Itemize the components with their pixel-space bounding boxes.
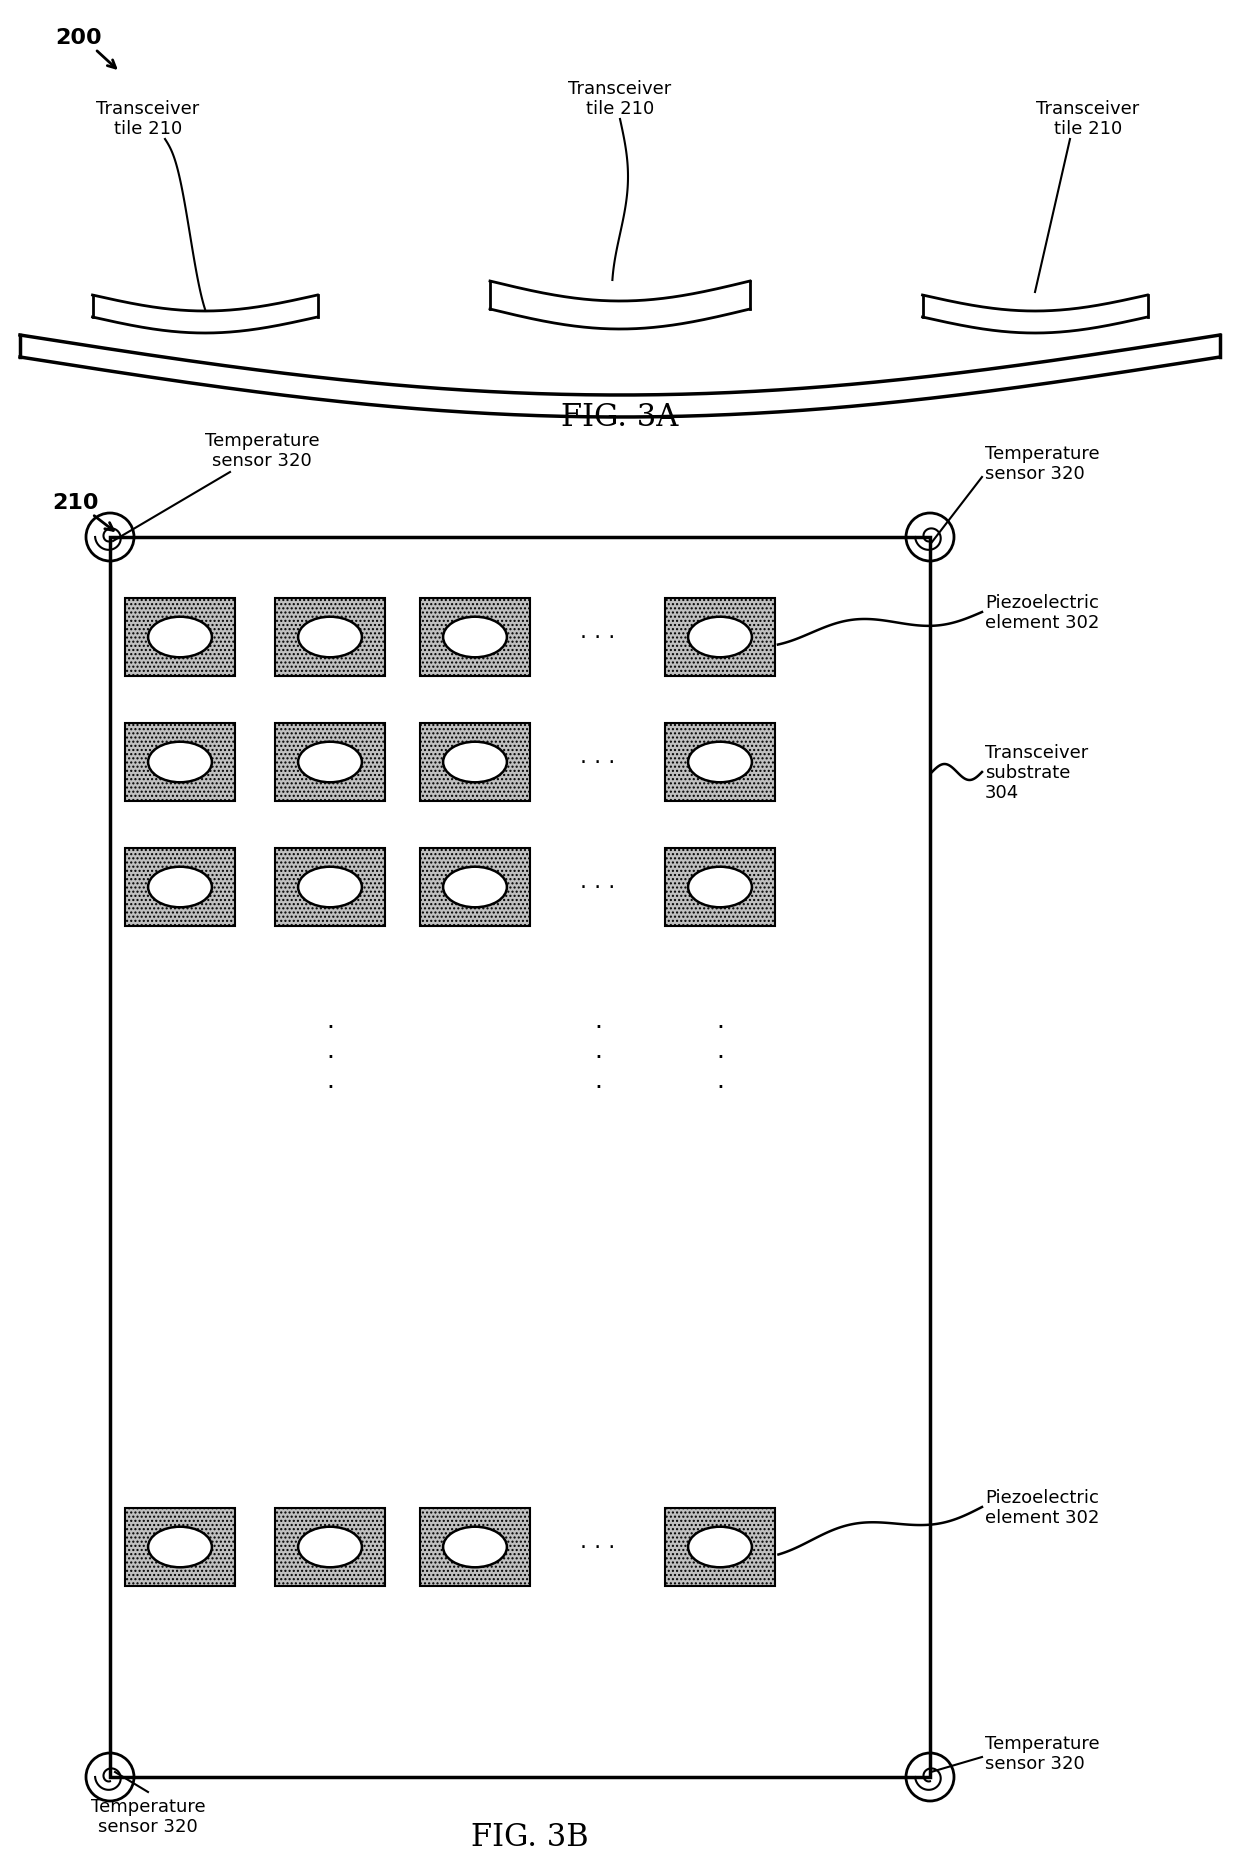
Text: tile 210: tile 210 <box>585 100 655 119</box>
Bar <box>125 598 236 676</box>
Ellipse shape <box>148 867 212 908</box>
Ellipse shape <box>298 617 362 657</box>
Bar <box>420 598 529 676</box>
Ellipse shape <box>148 743 212 784</box>
Ellipse shape <box>443 743 507 784</box>
Text: sensor 320: sensor 320 <box>985 1755 1085 1772</box>
Text: ·: · <box>715 1075 724 1099</box>
Text: Temperature: Temperature <box>91 1798 206 1814</box>
Text: Piezoelectric: Piezoelectric <box>985 1487 1099 1506</box>
Text: Temperature: Temperature <box>985 1734 1100 1751</box>
Text: · · ·: · · · <box>580 1538 615 1558</box>
Text: tile 210: tile 210 <box>114 121 182 137</box>
Bar <box>125 1508 236 1586</box>
Text: Temperature: Temperature <box>985 446 1100 462</box>
Text: sensor 320: sensor 320 <box>98 1816 198 1835</box>
Text: tile 210: tile 210 <box>1054 121 1122 137</box>
Text: sensor 320: sensor 320 <box>985 464 1085 483</box>
Ellipse shape <box>688 743 751 784</box>
Bar <box>665 724 775 802</box>
Ellipse shape <box>298 1526 362 1567</box>
Text: 200: 200 <box>55 28 102 48</box>
Ellipse shape <box>443 1526 507 1567</box>
Text: FIG. 3A: FIG. 3A <box>562 403 678 433</box>
Ellipse shape <box>298 743 362 784</box>
Ellipse shape <box>688 1526 751 1567</box>
Ellipse shape <box>148 1526 212 1567</box>
Text: Transceiver: Transceiver <box>985 743 1089 761</box>
Ellipse shape <box>443 867 507 908</box>
Text: Transceiver: Transceiver <box>568 80 672 98</box>
Text: · · ·: · · · <box>580 628 615 648</box>
Bar <box>665 598 775 676</box>
Bar <box>420 724 529 802</box>
Bar <box>665 1508 775 1586</box>
Text: ·: · <box>594 1016 601 1040</box>
Text: ·: · <box>594 1075 601 1099</box>
Ellipse shape <box>443 617 507 657</box>
Bar <box>125 724 236 802</box>
Text: ·: · <box>326 1016 334 1040</box>
Bar <box>665 849 775 927</box>
Text: Temperature: Temperature <box>205 433 320 449</box>
Text: ·: · <box>715 1045 724 1070</box>
Text: Piezoelectric: Piezoelectric <box>985 594 1099 611</box>
Ellipse shape <box>298 867 362 908</box>
Text: ·: · <box>326 1075 334 1099</box>
Bar <box>275 724 384 802</box>
Text: ·: · <box>594 1045 601 1070</box>
Text: FIG. 3B: FIG. 3B <box>471 1822 589 1853</box>
Bar <box>110 539 930 1777</box>
Text: Transceiver: Transceiver <box>97 100 200 119</box>
Bar <box>275 1508 384 1586</box>
Text: 210: 210 <box>52 492 98 513</box>
Text: · · ·: · · · <box>580 752 615 773</box>
Bar <box>420 849 529 927</box>
Text: element 302: element 302 <box>985 613 1100 631</box>
Text: · · ·: · · · <box>580 878 615 897</box>
Bar <box>125 849 236 927</box>
Bar <box>275 598 384 676</box>
Text: element 302: element 302 <box>985 1508 1100 1526</box>
Ellipse shape <box>148 617 212 657</box>
Text: substrate: substrate <box>985 763 1070 782</box>
Text: Transceiver: Transceiver <box>1037 100 1140 119</box>
Text: 304: 304 <box>985 784 1019 802</box>
Bar <box>420 1508 529 1586</box>
Ellipse shape <box>688 867 751 908</box>
Text: sensor 320: sensor 320 <box>212 451 312 470</box>
Text: ·: · <box>326 1045 334 1070</box>
Text: ·: · <box>715 1016 724 1040</box>
Bar <box>275 849 384 927</box>
Ellipse shape <box>688 617 751 657</box>
